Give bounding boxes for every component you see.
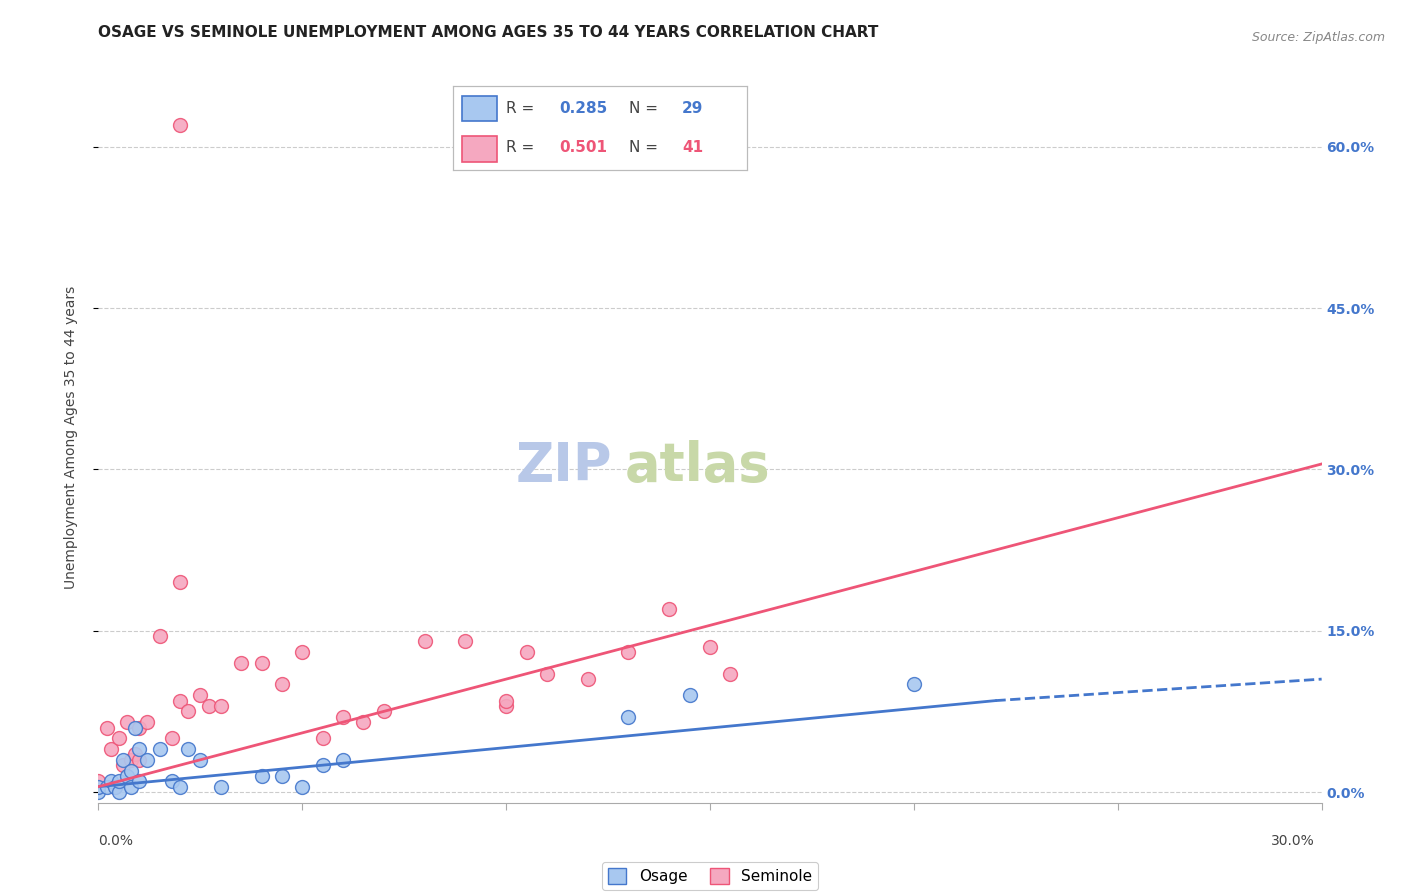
Point xyxy=(250,656,273,670)
Point xyxy=(108,774,131,789)
Point xyxy=(495,693,517,707)
Point xyxy=(120,764,142,778)
Point xyxy=(413,634,436,648)
Point xyxy=(96,780,118,794)
Point xyxy=(373,705,395,719)
Point xyxy=(100,774,122,789)
Point xyxy=(197,698,219,713)
Point xyxy=(128,753,150,767)
Point xyxy=(188,688,212,702)
Text: ZIP: ZIP xyxy=(516,441,612,492)
Point xyxy=(312,731,335,746)
Point xyxy=(115,769,138,783)
Point xyxy=(576,672,599,686)
Point xyxy=(149,629,172,643)
Point xyxy=(120,780,142,794)
Point xyxy=(536,666,558,681)
Point xyxy=(617,645,640,659)
Point xyxy=(352,715,374,730)
Point xyxy=(516,645,538,659)
Point xyxy=(332,753,354,767)
Point xyxy=(124,721,146,735)
Point xyxy=(128,774,150,789)
Y-axis label: Unemployment Among Ages 35 to 44 years: Unemployment Among Ages 35 to 44 years xyxy=(63,285,77,589)
Text: atlas: atlas xyxy=(624,441,770,492)
Point xyxy=(169,118,191,132)
Point xyxy=(617,710,640,724)
Point xyxy=(658,602,681,616)
Point xyxy=(720,666,742,681)
Point xyxy=(104,780,127,794)
Point xyxy=(903,677,925,691)
Point xyxy=(699,640,721,654)
Point xyxy=(108,731,131,746)
Point xyxy=(291,780,314,794)
Text: OSAGE VS SEMINOLE UNEMPLOYMENT AMONG AGES 35 TO 44 YEARS CORRELATION CHART: OSAGE VS SEMINOLE UNEMPLOYMENT AMONG AGE… xyxy=(98,25,879,40)
Point xyxy=(87,780,110,794)
Point xyxy=(96,721,118,735)
Point xyxy=(87,780,110,794)
Point xyxy=(270,677,294,691)
Legend: Osage, Seminole: Osage, Seminole xyxy=(602,862,818,890)
Point xyxy=(250,769,273,783)
Point xyxy=(169,575,191,590)
Point xyxy=(209,780,232,794)
Point xyxy=(120,753,142,767)
Point xyxy=(332,710,354,724)
Point xyxy=(128,742,150,756)
Point xyxy=(188,753,212,767)
Point xyxy=(177,742,200,756)
Point xyxy=(160,774,183,789)
Point xyxy=(111,758,134,772)
Point xyxy=(177,705,200,719)
Point xyxy=(87,774,110,789)
Point xyxy=(128,721,150,735)
Text: 30.0%: 30.0% xyxy=(1271,834,1315,848)
Point xyxy=(87,785,110,799)
Point xyxy=(270,769,294,783)
Point xyxy=(111,753,134,767)
Point xyxy=(209,698,232,713)
Point xyxy=(231,656,253,670)
Point xyxy=(495,698,517,713)
Point xyxy=(124,747,146,762)
Point xyxy=(454,634,477,648)
Point xyxy=(169,693,191,707)
Point xyxy=(291,645,314,659)
Text: Source: ZipAtlas.com: Source: ZipAtlas.com xyxy=(1251,31,1385,45)
Point xyxy=(100,742,122,756)
Point xyxy=(160,731,183,746)
Point xyxy=(149,742,172,756)
Point xyxy=(136,715,159,730)
Point xyxy=(312,758,335,772)
Point xyxy=(169,780,191,794)
Point xyxy=(679,688,702,702)
Point xyxy=(108,785,131,799)
Point xyxy=(136,753,159,767)
Point xyxy=(104,780,127,794)
Text: 0.0%: 0.0% xyxy=(98,834,134,848)
Point xyxy=(115,715,138,730)
